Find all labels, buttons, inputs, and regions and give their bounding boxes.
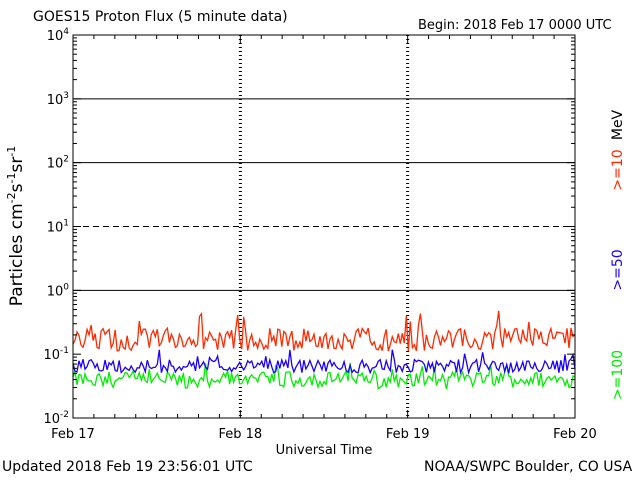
gridlines — [73, 98, 575, 291]
y-tick-label: 102 — [47, 155, 69, 172]
y-tick-label: 101 — [47, 219, 69, 236]
y-tick-label: 10-2 — [43, 410, 69, 427]
updated-time: Updated 2018 Feb 19 23:56:01 UTC — [2, 459, 253, 475]
series-line — [72, 362, 576, 390]
series-line — [72, 310, 576, 352]
y-tick-label: 103 — [47, 91, 69, 108]
y-axis-ticks: 10-2 10-1 100 101 102 103 104 — [43, 27, 575, 427]
begin-time: Begin: 2018 Feb 17 0000 UTC — [418, 18, 612, 33]
x-tick-label: Feb 17 — [51, 427, 95, 442]
chart-title: GOES15 Proton Flux (5 minute data) — [33, 9, 288, 25]
x-tick-label: Feb 20 — [553, 427, 597, 442]
x-axis-label: Universal Time — [276, 443, 373, 458]
x-axis-ticks: Feb 17 Feb 18 Feb 19 Feb 20 — [51, 35, 597, 442]
legend-label: >=10 — [610, 149, 626, 190]
y-tick-label: 10-1 — [43, 346, 69, 363]
x-tick-label: Feb 18 — [218, 427, 262, 442]
legend-unit: MeV — [610, 109, 626, 140]
data-source: NOAA/SWPC Boulder, CO USA — [424, 459, 633, 475]
legend-label: >=50 — [610, 249, 626, 290]
legend: >=10 >=50 >=100 MeV — [610, 109, 626, 400]
y-axis-label: Particles cm-2s-1sr-1 — [5, 146, 27, 307]
x-tick-label: Feb 19 — [386, 427, 430, 442]
series-layer — [72, 310, 576, 390]
y-tick-label: 104 — [47, 27, 70, 44]
y-tick-label: 100 — [47, 282, 70, 299]
series-line — [72, 349, 576, 376]
legend-label: >=100 — [610, 350, 626, 400]
